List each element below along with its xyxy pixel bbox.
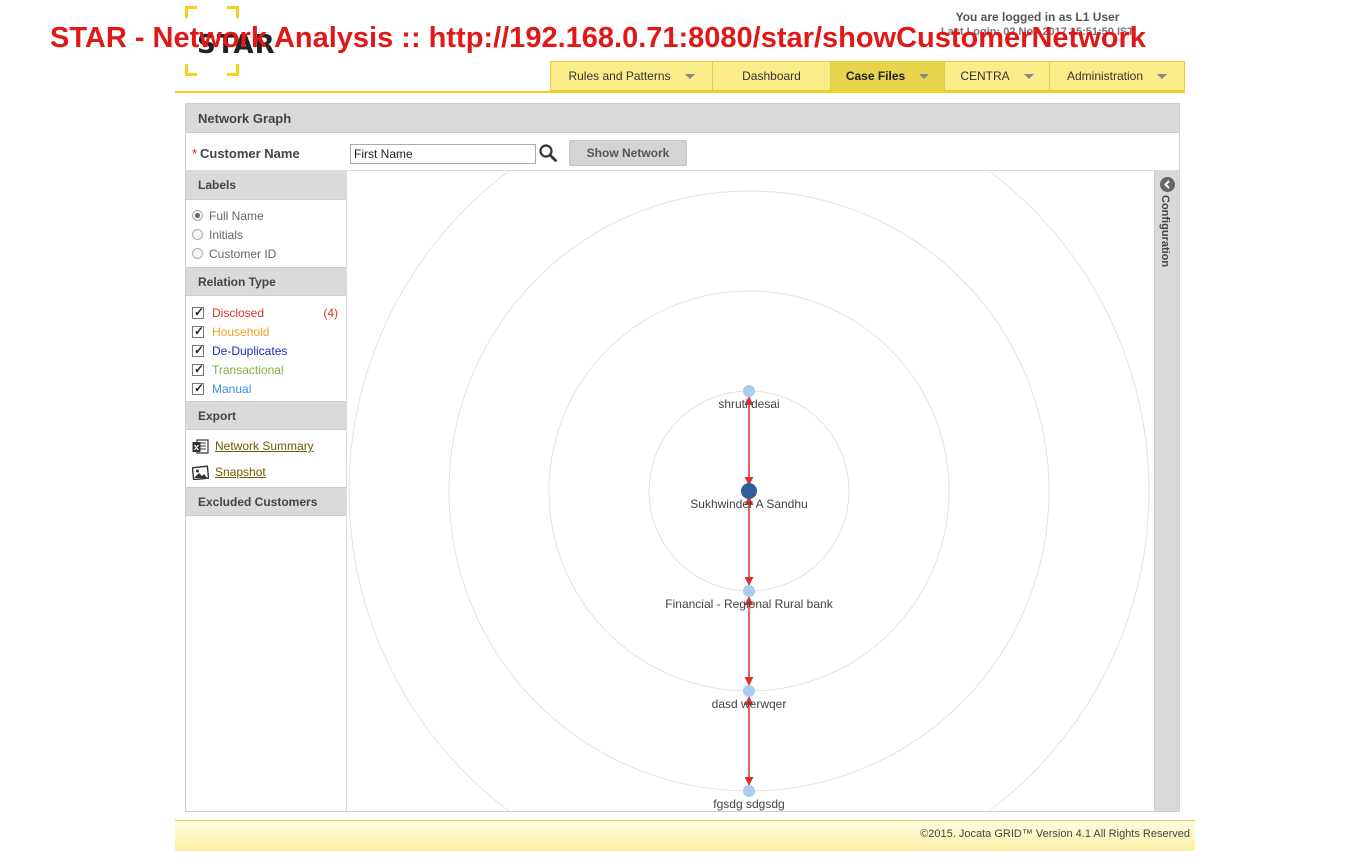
chevron-down-icon bbox=[1157, 73, 1168, 79]
network-graph-panel: Network Graph * Customer Name Show Netwo… bbox=[185, 103, 1180, 812]
graph-nodes: shruti desai Sukhwinder A Sandhu Financial… bbox=[665, 385, 834, 811]
copyright-text: ©2015. Jocata GRID™ Version 4.1 All Righ… bbox=[920, 828, 1190, 840]
tab-label: Administration bbox=[1066, 69, 1144, 83]
relation-household[interactable]: Household bbox=[186, 322, 346, 341]
customer-name-input[interactable] bbox=[350, 144, 536, 164]
search-row: * Customer Name Show Network bbox=[186, 134, 1179, 171]
node-label: Sukhwinder A Sandhu bbox=[690, 497, 807, 511]
graph-node[interactable]: shruti desai bbox=[718, 385, 780, 411]
label-option-full-name[interactable]: Full Name bbox=[186, 206, 346, 225]
image-icon bbox=[192, 464, 209, 480]
search-icon[interactable] bbox=[538, 143, 558, 163]
login-info: You are logged in as L1 User Last Login:… bbox=[920, 10, 1155, 38]
center-node-circle[interactable] bbox=[741, 483, 757, 499]
export-options: X Network Summary Snapshot bbox=[186, 430, 346, 487]
excel-icon: X bbox=[192, 438, 209, 454]
disclosed-count: (4) bbox=[323, 305, 338, 320]
footer: ©2015. Jocata GRID™ Version 4.1 All Righ… bbox=[175, 820, 1195, 851]
node-label: fgsdg sdgsdg bbox=[713, 797, 784, 811]
tab-case-files[interactable]: Case Files bbox=[831, 62, 945, 90]
chevron-left-icon[interactable] bbox=[1160, 177, 1175, 192]
node-circle[interactable] bbox=[743, 785, 755, 797]
label-options: Full Name Initials Customer ID bbox=[186, 200, 346, 263]
radio-button[interactable] bbox=[192, 210, 203, 221]
radio-button[interactable] bbox=[192, 248, 203, 259]
network-graph-svg: shruti desai Sukhwinder A Sandhu Financial… bbox=[348, 171, 1150, 811]
node-label: shruti desai bbox=[718, 397, 779, 411]
export-section-header: Export bbox=[186, 401, 346, 430]
node-label: Financial - Regional Rural bank bbox=[665, 597, 833, 611]
tab-label: CENTRA bbox=[960, 69, 1010, 83]
graph-node[interactable]: Sukhwinder A Sandhu bbox=[690, 483, 808, 511]
tab-label: Case Files bbox=[845, 69, 906, 83]
sidebar: Labels Full Name Initials Customer ID Re… bbox=[186, 171, 347, 811]
show-network-button[interactable]: Show Network bbox=[569, 140, 687, 166]
graph-node[interactable]: fgsdg sdgsdg bbox=[713, 785, 785, 811]
logo-text: STAR bbox=[197, 30, 276, 60]
node-circle[interactable] bbox=[743, 385, 755, 397]
tab-label: Rules and Patterns bbox=[568, 69, 671, 83]
logo: STAR bbox=[185, 6, 275, 76]
customer-name-label: Customer Name bbox=[200, 146, 300, 161]
excluded-customers-section-header[interactable]: Excluded Customers bbox=[186, 487, 346, 516]
main-nav: Rules and Patterns Dashboard Case Files … bbox=[550, 61, 1185, 92]
labels-section-header: Labels bbox=[186, 171, 346, 200]
tab-centra[interactable]: CENTRA bbox=[945, 62, 1050, 90]
tab-administration[interactable]: Administration bbox=[1050, 62, 1184, 90]
relation-options: Disclosed (4) Household De-Duplicates Tr… bbox=[186, 296, 346, 401]
tab-rules-and-patterns[interactable]: Rules and Patterns bbox=[551, 62, 713, 90]
network-summary-link[interactable]: Network Summary bbox=[215, 439, 314, 453]
svg-text:X: X bbox=[194, 444, 200, 452]
chevron-down-icon bbox=[1023, 73, 1034, 79]
page-title-overlay: STAR - Network Analysis :: http://192.16… bbox=[50, 22, 1146, 54]
last-login-text: Last Login: 02 Nov 2017 15:51:50 IST bbox=[940, 26, 1135, 38]
relation-type-section-header: Relation Type bbox=[186, 267, 346, 296]
chevron-down-icon bbox=[919, 73, 930, 79]
export-network-summary: X Network Summary bbox=[186, 433, 346, 459]
export-snapshot: Snapshot bbox=[186, 459, 346, 485]
label-option-initials[interactable]: Initials bbox=[186, 225, 346, 244]
checkbox[interactable] bbox=[192, 305, 204, 319]
configuration-label: Configuration bbox=[1159, 195, 1171, 268]
checkbox[interactable] bbox=[192, 343, 204, 357]
node-circle[interactable] bbox=[743, 685, 755, 697]
relation-transactional[interactable]: Transactional bbox=[186, 360, 346, 379]
checkbox[interactable] bbox=[192, 381, 204, 395]
checkbox[interactable] bbox=[192, 324, 204, 338]
graph-node[interactable]: dasd werwqer bbox=[712, 685, 787, 711]
tab-label: Dashboard bbox=[742, 69, 801, 83]
logged-in-text: You are logged in as L1 User bbox=[955, 10, 1120, 24]
node-label: dasd werwqer bbox=[712, 697, 787, 711]
network-graph-canvas[interactable]: shruti desai Sukhwinder A Sandhu Financial… bbox=[347, 171, 1154, 811]
radio-button[interactable] bbox=[192, 229, 203, 240]
relation-manual[interactable]: Manual bbox=[186, 379, 346, 398]
chevron-down-icon bbox=[684, 73, 695, 79]
node-circle[interactable] bbox=[743, 585, 755, 597]
nav-underline bbox=[175, 91, 1185, 93]
panel-title: Network Graph bbox=[186, 104, 1179, 133]
relation-de-duplicates[interactable]: De-Duplicates bbox=[186, 341, 346, 360]
relation-disclosed[interactable]: Disclosed (4) bbox=[186, 303, 346, 322]
tab-dashboard[interactable]: Dashboard bbox=[713, 62, 831, 90]
checkbox[interactable] bbox=[192, 362, 204, 376]
graph-node[interactable]: Financial - Regional Rural bank bbox=[665, 585, 834, 611]
required-mark: * bbox=[192, 146, 198, 161]
snapshot-link[interactable]: Snapshot bbox=[215, 465, 266, 479]
label-option-customer-id[interactable]: Customer ID bbox=[186, 244, 346, 263]
configuration-panel-toggle[interactable]: Configuration bbox=[1154, 171, 1179, 811]
